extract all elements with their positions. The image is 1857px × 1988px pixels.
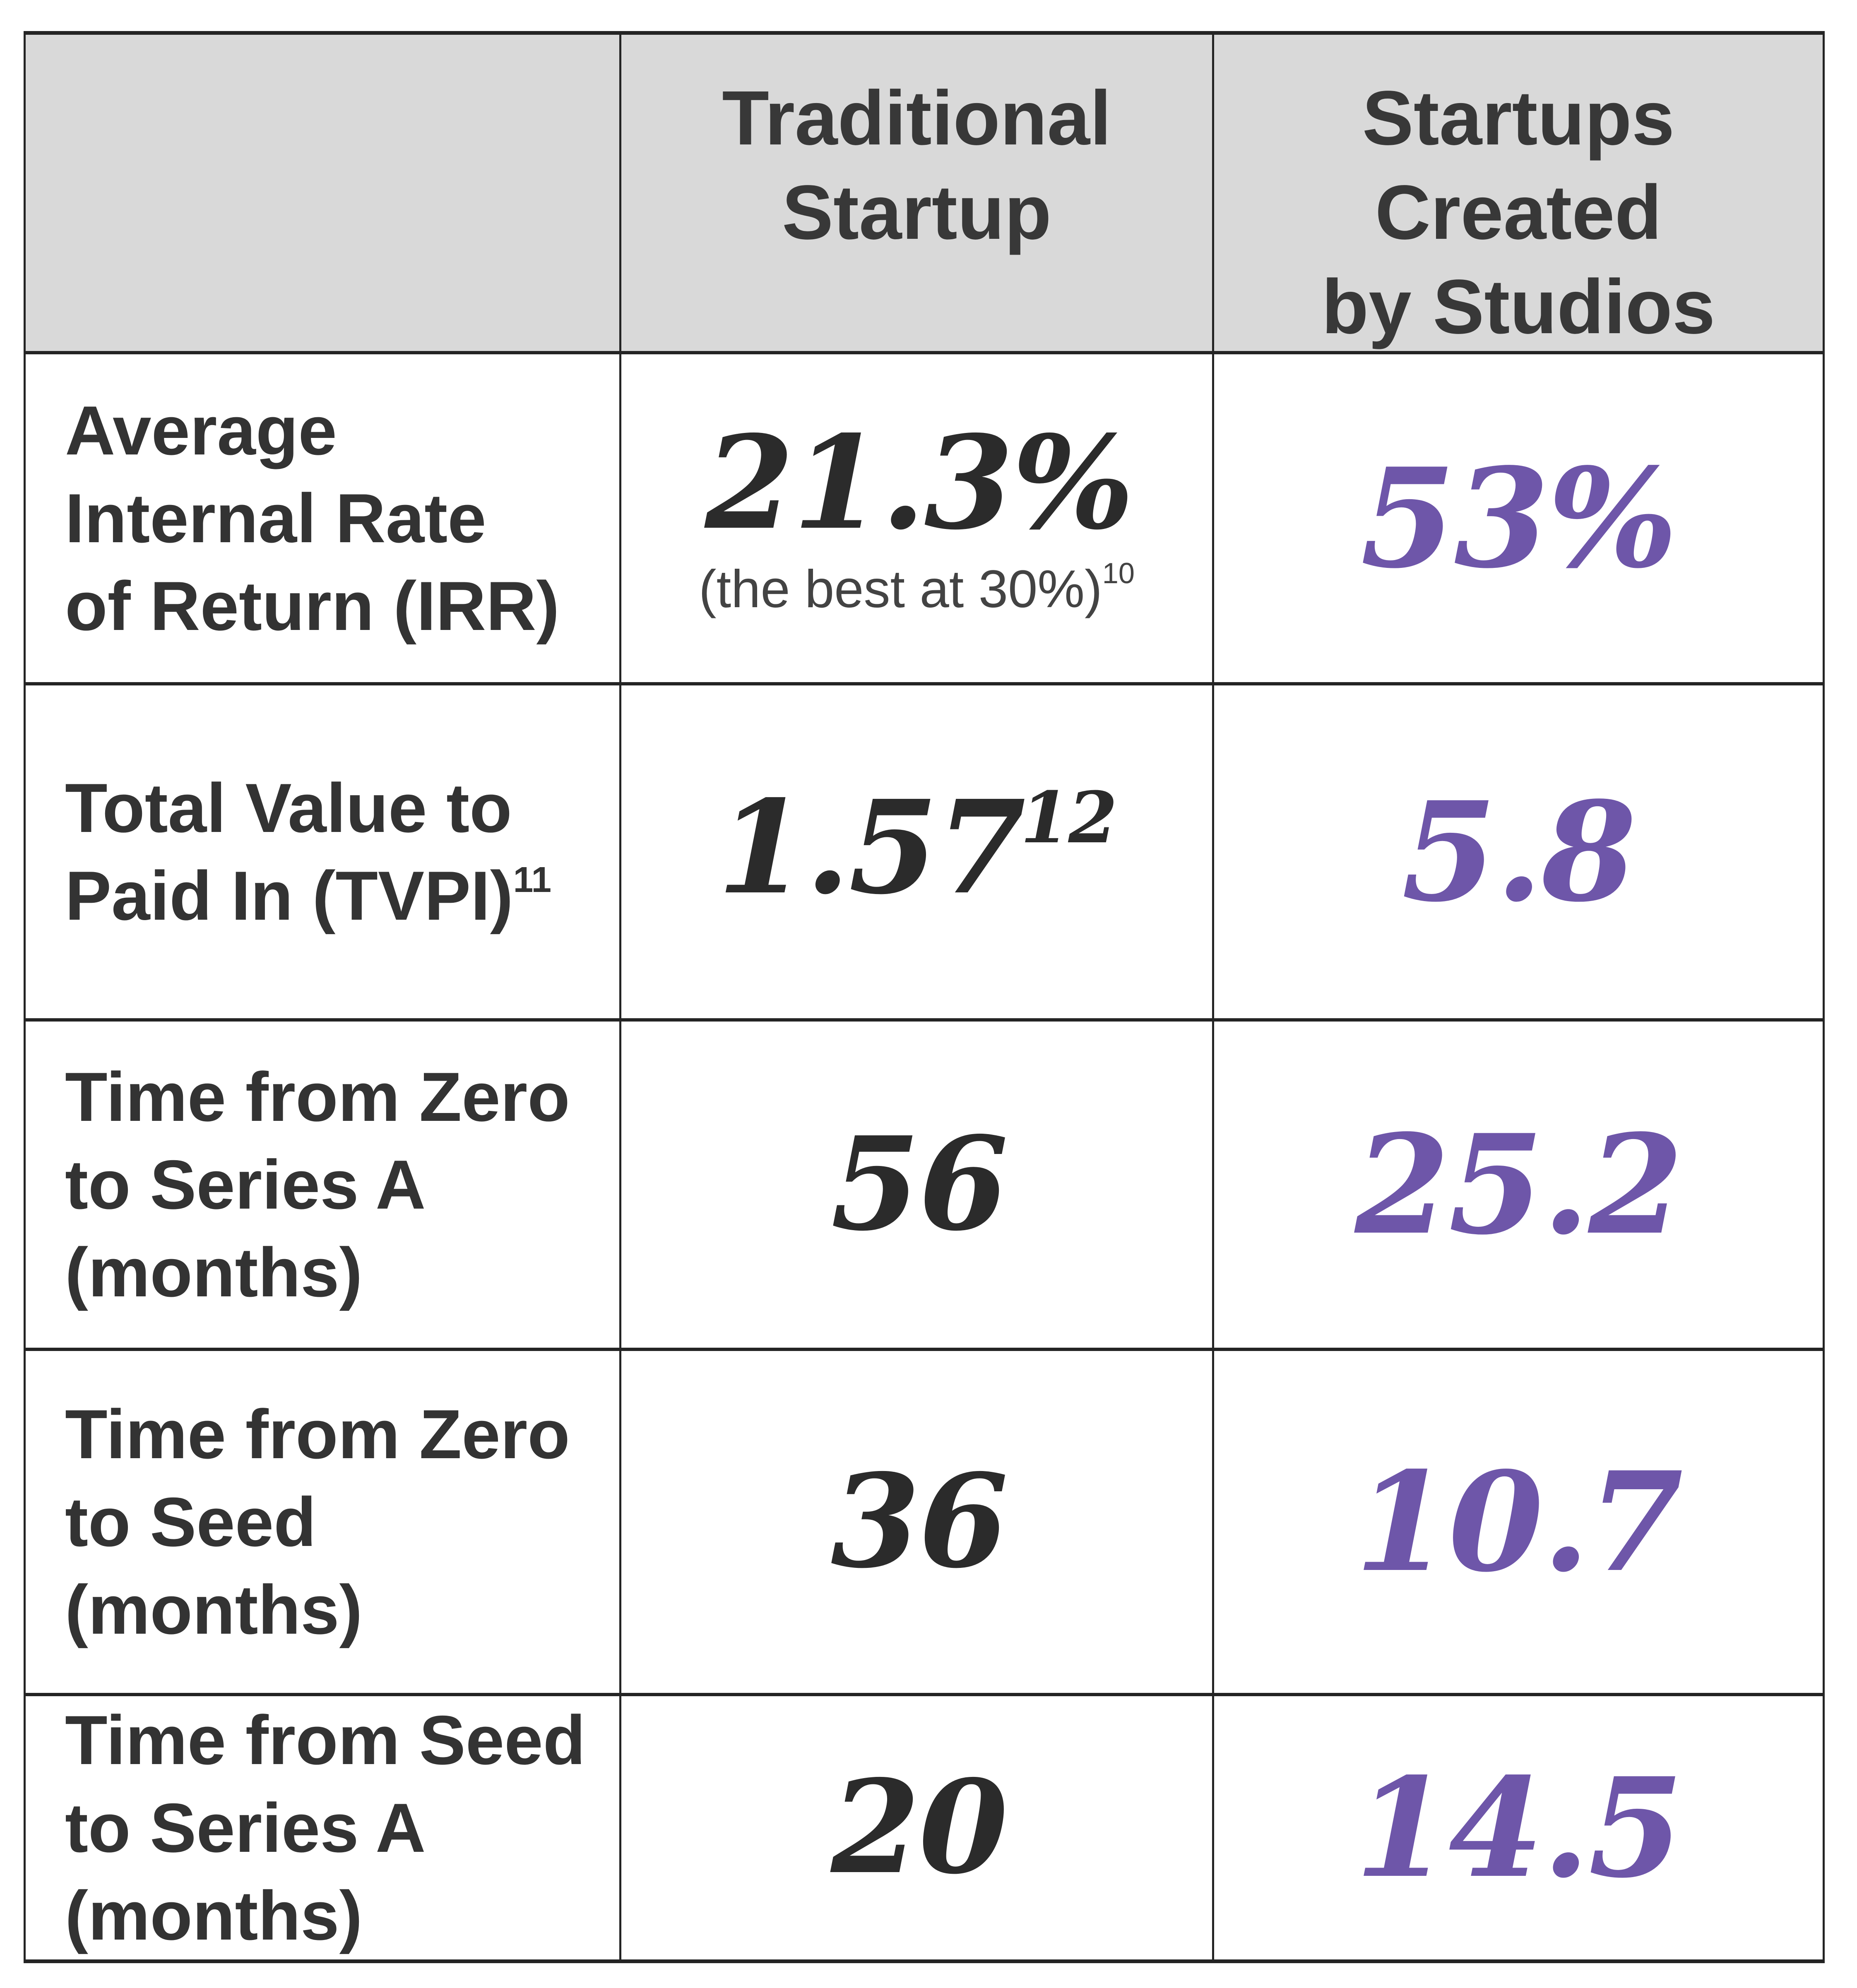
row-seed-to-a-traditional-cell: 20 xyxy=(621,1696,1214,1959)
metric-label-text: Total Value to Paid In (TVPI) xyxy=(65,769,513,935)
studios-value: 14.5 xyxy=(1354,1747,1684,1908)
row-zero-to-a-label-cell: Time from Zero to Series A (months) xyxy=(26,1022,621,1351)
traditional-value: 36 xyxy=(831,1454,1008,1589)
row-irr-studios-cell: 53% xyxy=(1214,354,1823,685)
metric-label: Time from Zero to Series A (months) xyxy=(65,1053,570,1316)
traditional-value-text: 56 xyxy=(831,1109,1008,1260)
row-tvpi-label-cell: Total Value to Paid In (TVPI)11 xyxy=(26,685,621,1022)
studios-value: 25.2 xyxy=(1354,1104,1684,1265)
row-irr-traditional-cell: 21.3% (the best at 30%)10 xyxy=(621,354,1214,685)
metric-label: Average Internal Rate of Return (IRR) xyxy=(65,387,559,650)
studios-value: 5.8 xyxy=(1401,771,1637,932)
traditional-note-text: (the best at 30%) xyxy=(698,559,1102,619)
traditional-value-text: 36 xyxy=(831,1446,1008,1597)
row-tvpi-studios-cell: 5.8 xyxy=(1214,685,1823,1022)
traditional-value-text: 1.57 xyxy=(717,772,1026,923)
traditional-value: 21.3% xyxy=(705,416,1134,551)
row-zero-to-a-studios-cell: 25.2 xyxy=(1214,1022,1823,1351)
traditional-value-text: 20 xyxy=(831,1752,1008,1903)
header-cell-metric xyxy=(26,35,621,354)
metric-label: Time from Zero to Seed (months) xyxy=(65,1390,570,1654)
traditional-value-footnote: 12 xyxy=(1020,776,1117,859)
studios-value: 53% xyxy=(1360,438,1678,599)
row-tvpi-traditional-cell: 1.5712 xyxy=(621,685,1214,1022)
studios-value: 10.7 xyxy=(1354,1441,1684,1602)
header-cell-studios: Startups Created by Studios xyxy=(1214,35,1823,354)
row-zero-to-seed-label-cell: Time from Zero to Seed (months) xyxy=(26,1351,621,1696)
header-traditional-label: Traditional Startup xyxy=(722,75,1111,255)
row-seed-to-a-studios-cell: 14.5 xyxy=(1214,1696,1823,1959)
traditional-value: 20 xyxy=(831,1760,1008,1895)
metric-label-footnote: 11 xyxy=(513,859,552,900)
row-zero-to-a-traditional-cell: 56 xyxy=(621,1022,1214,1351)
traditional-value: 1.5712 xyxy=(717,781,1118,916)
metric-label: Time from Seed to Series A (months) xyxy=(65,1696,585,1959)
traditional-value-text: 21.3% xyxy=(705,408,1134,559)
traditional-note-footnote: 10 xyxy=(1102,557,1135,590)
metric-label-text: Time from Zero to Seed (months) xyxy=(65,1395,570,1649)
row-zero-to-seed-studios-cell: 10.7 xyxy=(1214,1351,1823,1696)
metric-label-text: Time from Seed to Series A (months) xyxy=(65,1701,586,1954)
metric-label-text: Average Internal Rate of Return (IRR) xyxy=(65,392,560,645)
row-irr-label-cell: Average Internal Rate of Return (IRR) xyxy=(26,354,621,685)
metric-label-text: Time from Zero to Series A (months) xyxy=(65,1058,570,1311)
comparison-table: Traditional Startup Startups Created by … xyxy=(24,31,1825,1963)
row-zero-to-seed-traditional-cell: 36 xyxy=(621,1351,1214,1696)
traditional-value: 56 xyxy=(831,1117,1008,1252)
metric-label: Total Value to Paid In (TVPI)11 xyxy=(65,764,551,940)
header-cell-traditional: Traditional Startup xyxy=(621,35,1214,354)
header-studios-label: Startups Created by Studios xyxy=(1321,75,1715,350)
traditional-value-note: (the best at 30%)10 xyxy=(699,558,1135,620)
row-seed-to-a-label-cell: Time from Seed to Series A (months) xyxy=(26,1696,621,1959)
